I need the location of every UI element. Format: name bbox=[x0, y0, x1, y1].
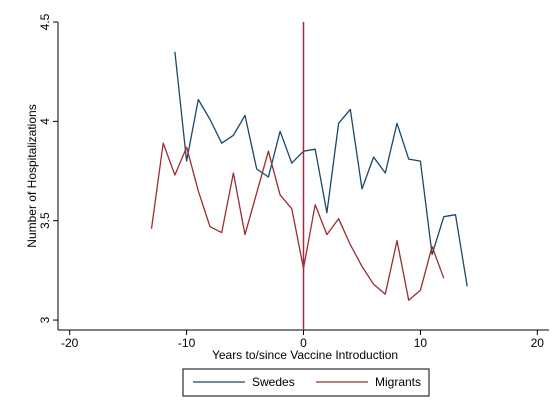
series-line-migrants bbox=[150, 142, 445, 301]
y-tick-label: 4.5 bbox=[38, 13, 52, 30]
x-tick-label: -10 bbox=[178, 336, 196, 350]
x-axis-title: Years to/since Vaccine Introduction bbox=[212, 348, 398, 362]
y-axis-title: Number of Hospitalizations bbox=[25, 104, 39, 247]
legend-label-migrants: Migrants bbox=[375, 375, 421, 389]
y-tick-label: 4 bbox=[38, 118, 52, 125]
x-tick-label: 20 bbox=[531, 336, 545, 350]
y-tick-label: 3.5 bbox=[38, 212, 52, 229]
x-tick-label: 0 bbox=[300, 336, 307, 350]
y-tick-label: 3 bbox=[38, 316, 52, 323]
series-layer bbox=[150, 51, 468, 301]
x-tick-label: -20 bbox=[61, 336, 79, 350]
legend-label-swedes: Swedes bbox=[252, 375, 295, 389]
legend: Swedes Migrants bbox=[182, 368, 430, 397]
x-tick-label: 10 bbox=[414, 336, 428, 350]
series-line-swedes bbox=[174, 51, 468, 287]
